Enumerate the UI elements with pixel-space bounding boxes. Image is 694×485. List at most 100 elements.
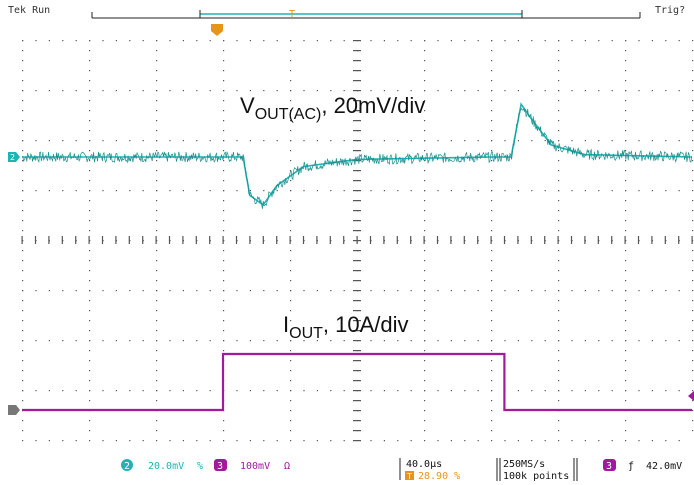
trigger-readout[interactable]: 3 ƒ 42.0mV bbox=[603, 459, 682, 472]
center-h-tick bbox=[115, 236, 117, 244]
center-h-tick bbox=[61, 236, 63, 244]
ch2-badge[interactable] bbox=[121, 459, 133, 471]
grid-dot bbox=[665, 90, 667, 92]
grid-dot bbox=[625, 110, 627, 112]
grid-dot bbox=[303, 140, 305, 142]
grid-dot bbox=[692, 180, 694, 182]
grid-dot bbox=[491, 410, 493, 412]
ch3-suffix: Ω bbox=[284, 461, 290, 472]
center-h-tick bbox=[503, 236, 506, 244]
grid-dot bbox=[48, 90, 50, 92]
center-v-tick bbox=[353, 180, 361, 182]
grid-dot bbox=[692, 170, 694, 172]
grid-dot bbox=[290, 200, 292, 202]
grid-dot bbox=[290, 70, 292, 72]
grid-dot bbox=[665, 340, 667, 342]
grid-dot bbox=[263, 290, 265, 292]
grid-dot bbox=[129, 390, 131, 392]
ch2-ground-marker[interactable]: 2 bbox=[8, 152, 20, 162]
grid-dot bbox=[223, 320, 225, 322]
grid-dot bbox=[558, 90, 560, 92]
grid-dot bbox=[692, 270, 694, 272]
ch3-badge[interactable] bbox=[214, 459, 227, 471]
grid-dot bbox=[290, 380, 292, 382]
grid-dot bbox=[22, 360, 24, 362]
grid-dot bbox=[290, 130, 292, 132]
grid-dot bbox=[598, 340, 600, 342]
grid-dot bbox=[290, 270, 292, 272]
grid-dot bbox=[276, 190, 278, 192]
grid-dot bbox=[223, 110, 225, 112]
grid-dot bbox=[517, 390, 519, 392]
center-h-tick bbox=[410, 236, 412, 244]
acquisition-readout[interactable]: 250MS/s 100k points bbox=[496, 458, 578, 482]
grid-dot bbox=[383, 40, 385, 42]
grid-dot bbox=[692, 360, 694, 362]
grid-dot bbox=[531, 390, 533, 392]
grid-dot bbox=[558, 190, 560, 192]
grid-dot bbox=[544, 140, 546, 142]
grid-dot bbox=[625, 430, 627, 432]
timebase-readout[interactable]: 40.0µs T 28.90 % bbox=[399, 458, 460, 482]
grid-dot bbox=[491, 330, 493, 332]
grid-dot bbox=[22, 80, 24, 82]
grid-dot bbox=[370, 40, 372, 42]
grid-dot bbox=[196, 390, 198, 392]
grid-dot bbox=[397, 290, 399, 292]
grid-dot bbox=[156, 160, 158, 162]
grid-dot bbox=[142, 40, 144, 42]
grid-dot bbox=[584, 90, 586, 92]
trigger-level-marker[interactable] bbox=[688, 391, 694, 401]
grid-dot bbox=[571, 340, 573, 342]
grid-dot bbox=[692, 120, 694, 122]
ch3-readout[interactable]: 3 100mV Ω bbox=[214, 459, 290, 472]
ch2-marker-icon[interactable] bbox=[8, 152, 20, 162]
center-v-tick bbox=[353, 70, 361, 72]
grid-dot bbox=[625, 50, 627, 52]
grid-dot bbox=[678, 290, 680, 292]
grid-dot bbox=[370, 90, 372, 92]
grid-dot bbox=[477, 290, 479, 292]
center-v-tick bbox=[353, 430, 361, 432]
grid-dot bbox=[464, 390, 466, 392]
center-h-tick bbox=[222, 236, 224, 244]
grid-dot bbox=[531, 340, 533, 342]
trigger-status: Trig? bbox=[655, 5, 685, 16]
trigger-marker-icon[interactable] bbox=[211, 24, 223, 36]
ch3-ground-marker[interactable] bbox=[8, 405, 20, 415]
grid-dot bbox=[343, 190, 345, 192]
grid-dot bbox=[424, 200, 426, 202]
grid-dot bbox=[651, 140, 653, 142]
center-v-tick bbox=[353, 160, 361, 162]
trigger-level-icon[interactable] bbox=[688, 391, 694, 401]
grid-dot bbox=[638, 40, 640, 42]
center-h-tick bbox=[276, 236, 278, 244]
grid-dot bbox=[22, 380, 24, 382]
grid-dot bbox=[142, 90, 144, 92]
ch2-readout[interactable]: 2 20.0mV % bbox=[121, 459, 203, 472]
center-v-tick bbox=[353, 80, 361, 82]
grid-dot bbox=[22, 180, 24, 182]
grid-dot bbox=[102, 40, 104, 42]
trigger-pos-icon bbox=[405, 471, 414, 480]
ch3-marker-icon[interactable] bbox=[8, 405, 20, 415]
grid-dot bbox=[692, 130, 694, 132]
grid-dot bbox=[290, 50, 292, 52]
grid-dot bbox=[477, 190, 479, 192]
grid-dot bbox=[424, 180, 426, 182]
annotation-iout: IOUT, 10A/div bbox=[283, 312, 409, 342]
grid-dot bbox=[196, 190, 198, 192]
grid-dot bbox=[692, 210, 694, 212]
grid-dot bbox=[625, 360, 627, 362]
grid-dot bbox=[424, 400, 426, 402]
trig-badge[interactable] bbox=[603, 459, 616, 471]
grid-dot bbox=[491, 310, 493, 312]
grid-dot bbox=[678, 190, 680, 192]
grid-dot bbox=[558, 250, 560, 252]
grid-dot bbox=[544, 290, 546, 292]
grid-dot bbox=[263, 40, 265, 42]
grid-dot bbox=[477, 90, 479, 92]
grid-dot bbox=[249, 140, 251, 142]
center-h-tick bbox=[423, 236, 425, 244]
trigger-position-marker[interactable] bbox=[211, 24, 223, 36]
